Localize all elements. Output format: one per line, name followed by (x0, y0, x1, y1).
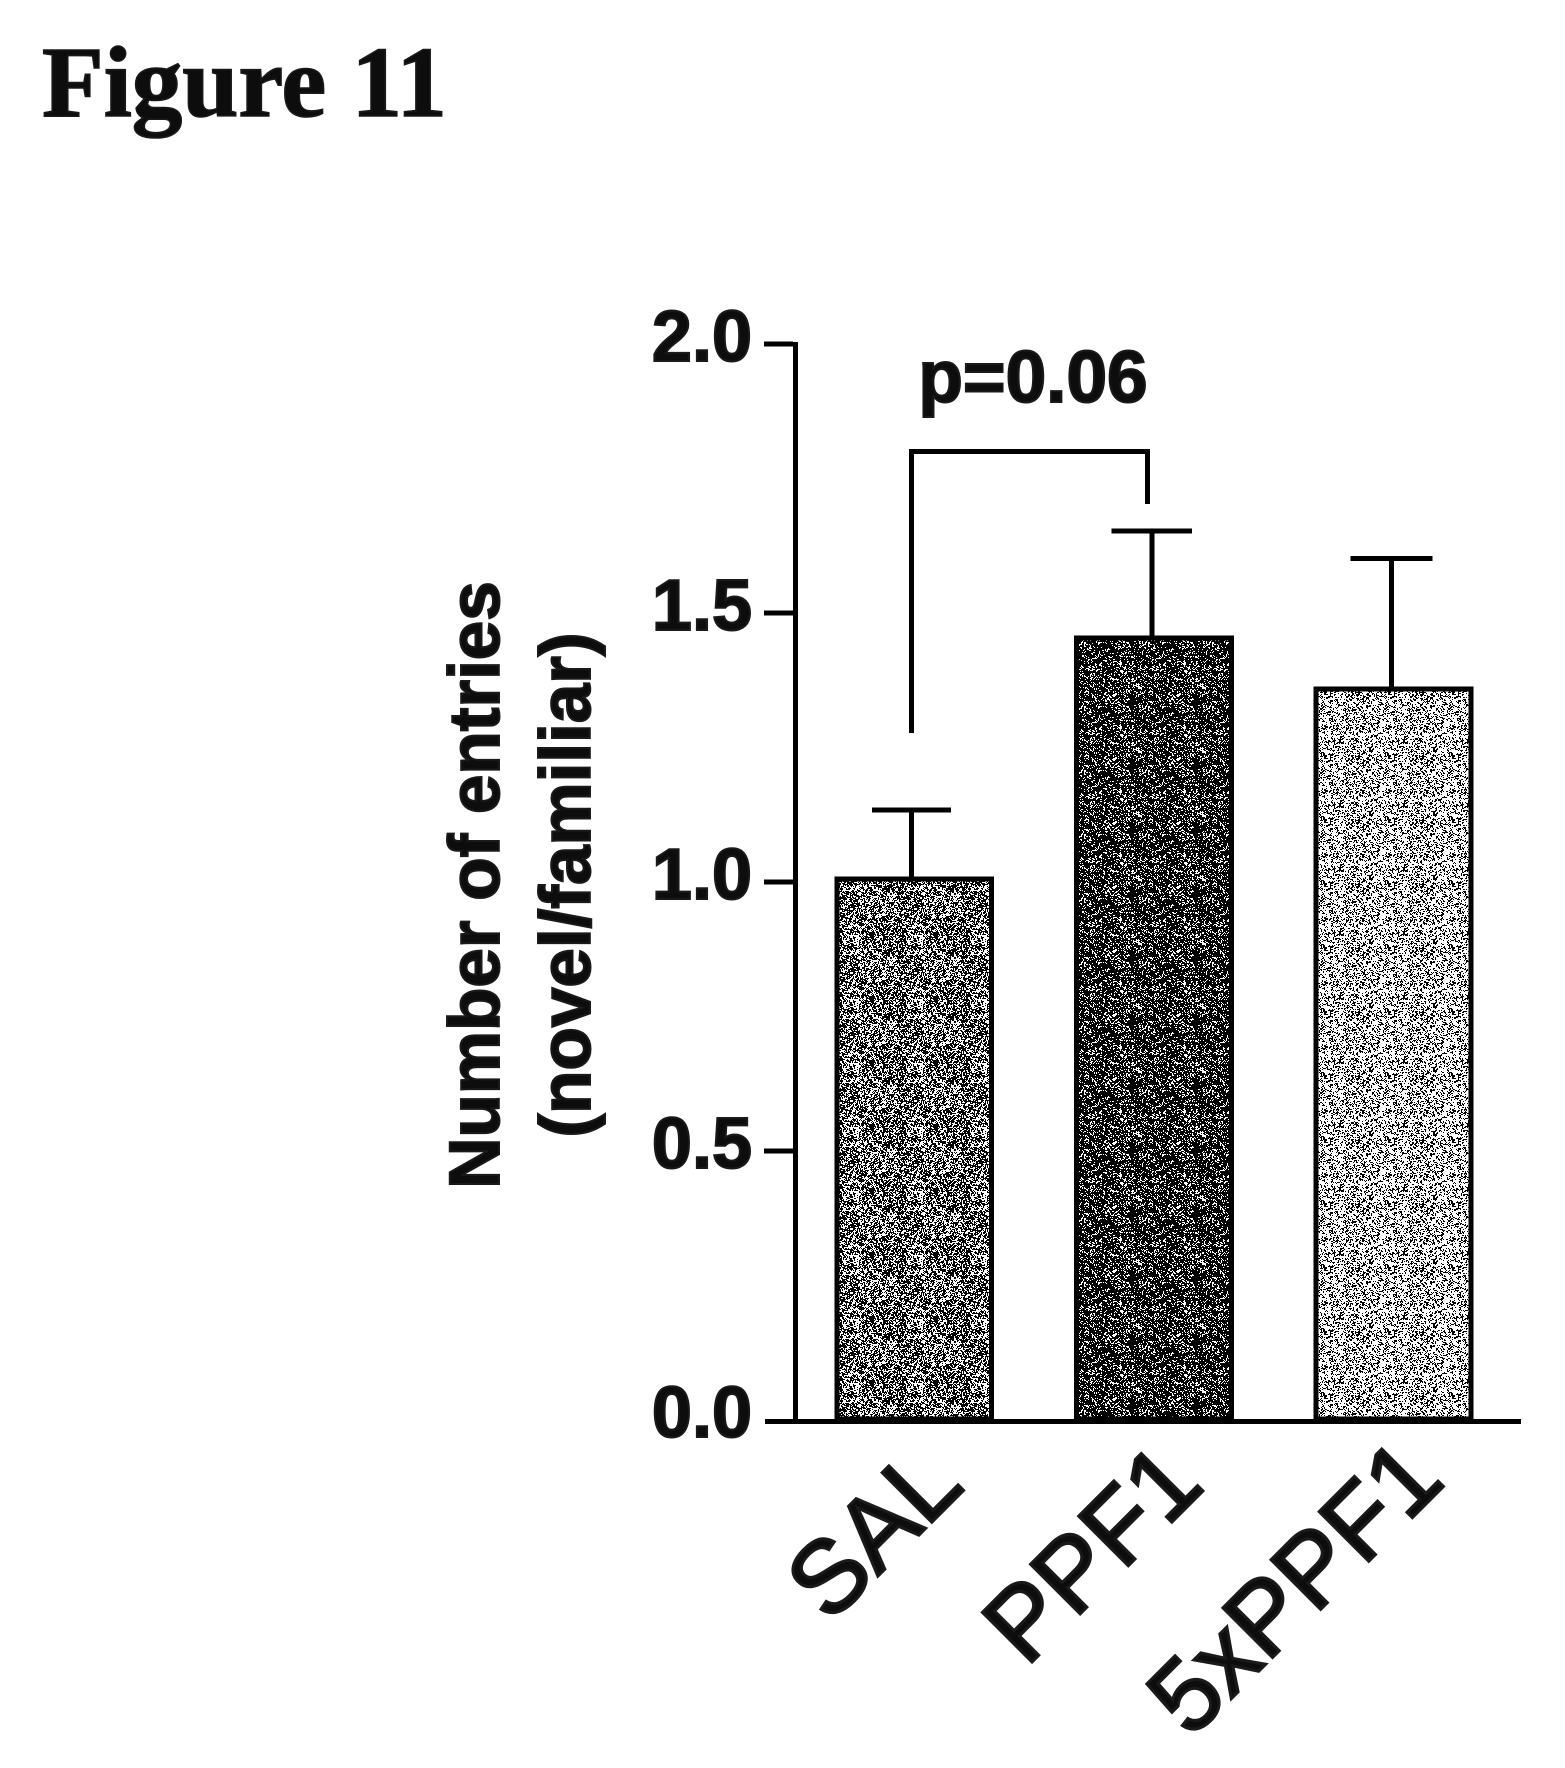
svg-text:0.0: 0.0 (652, 1373, 752, 1453)
svg-text:2.0: 2.0 (652, 297, 752, 377)
svg-text:Figure 11: Figure 11 (42, 26, 447, 138)
svg-text:(novel/familiar): (novel/familiar) (527, 632, 606, 1137)
svg-text:Number of entries: Number of entries (436, 581, 515, 1189)
svg-text:1.0: 1.0 (652, 835, 752, 915)
svg-text:0.5: 0.5 (652, 1104, 752, 1184)
svg-text:p=0.06: p=0.06 (918, 337, 1147, 418)
svg-text:1.5: 1.5 (652, 566, 752, 646)
